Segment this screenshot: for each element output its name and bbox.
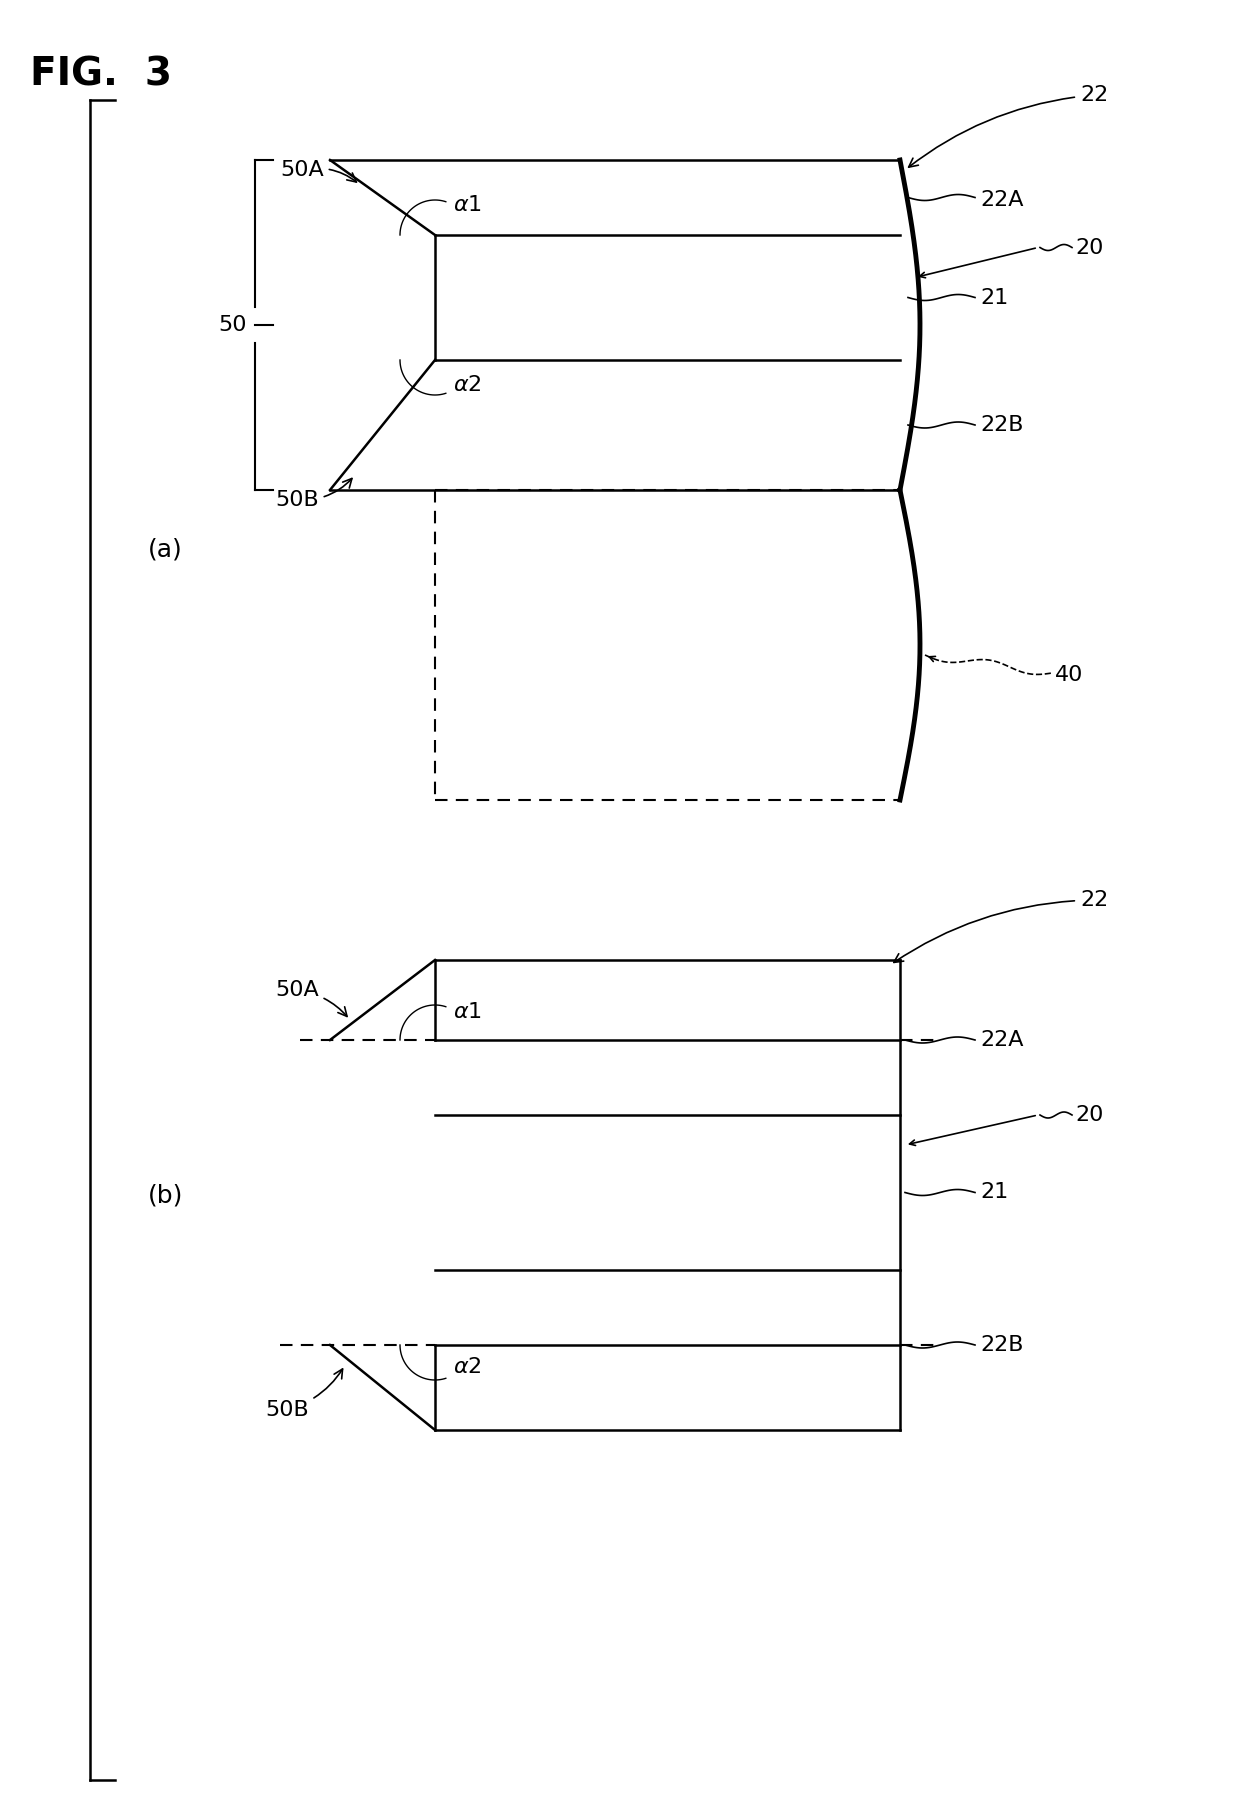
Text: $\alpha$1: $\alpha$1 bbox=[453, 194, 482, 214]
Text: 22: 22 bbox=[909, 85, 1109, 167]
Text: 50A: 50A bbox=[280, 160, 356, 182]
Text: (a): (a) bbox=[148, 538, 182, 561]
Text: $\alpha$2: $\alpha$2 bbox=[453, 374, 481, 396]
Text: 21: 21 bbox=[980, 287, 1008, 307]
Text: 21: 21 bbox=[980, 1182, 1008, 1202]
Text: 22B: 22B bbox=[980, 416, 1023, 436]
Text: $\alpha$1: $\alpha$1 bbox=[453, 1002, 482, 1022]
Text: 50A: 50A bbox=[275, 981, 347, 1017]
Text: FIG.  3: FIG. 3 bbox=[30, 54, 172, 93]
Text: (b): (b) bbox=[148, 1182, 184, 1208]
Text: 22: 22 bbox=[894, 890, 1109, 962]
Text: 40: 40 bbox=[1055, 665, 1084, 685]
Text: 50B: 50B bbox=[265, 1369, 342, 1420]
Text: 22A: 22A bbox=[980, 191, 1023, 211]
Text: 50: 50 bbox=[218, 314, 247, 334]
Text: 20: 20 bbox=[1075, 1104, 1104, 1124]
Text: 20: 20 bbox=[1075, 238, 1104, 258]
Text: $\alpha$2: $\alpha$2 bbox=[453, 1357, 481, 1377]
Text: 22B: 22B bbox=[980, 1335, 1023, 1355]
Text: 50B: 50B bbox=[275, 478, 352, 510]
Text: 22A: 22A bbox=[980, 1030, 1023, 1050]
